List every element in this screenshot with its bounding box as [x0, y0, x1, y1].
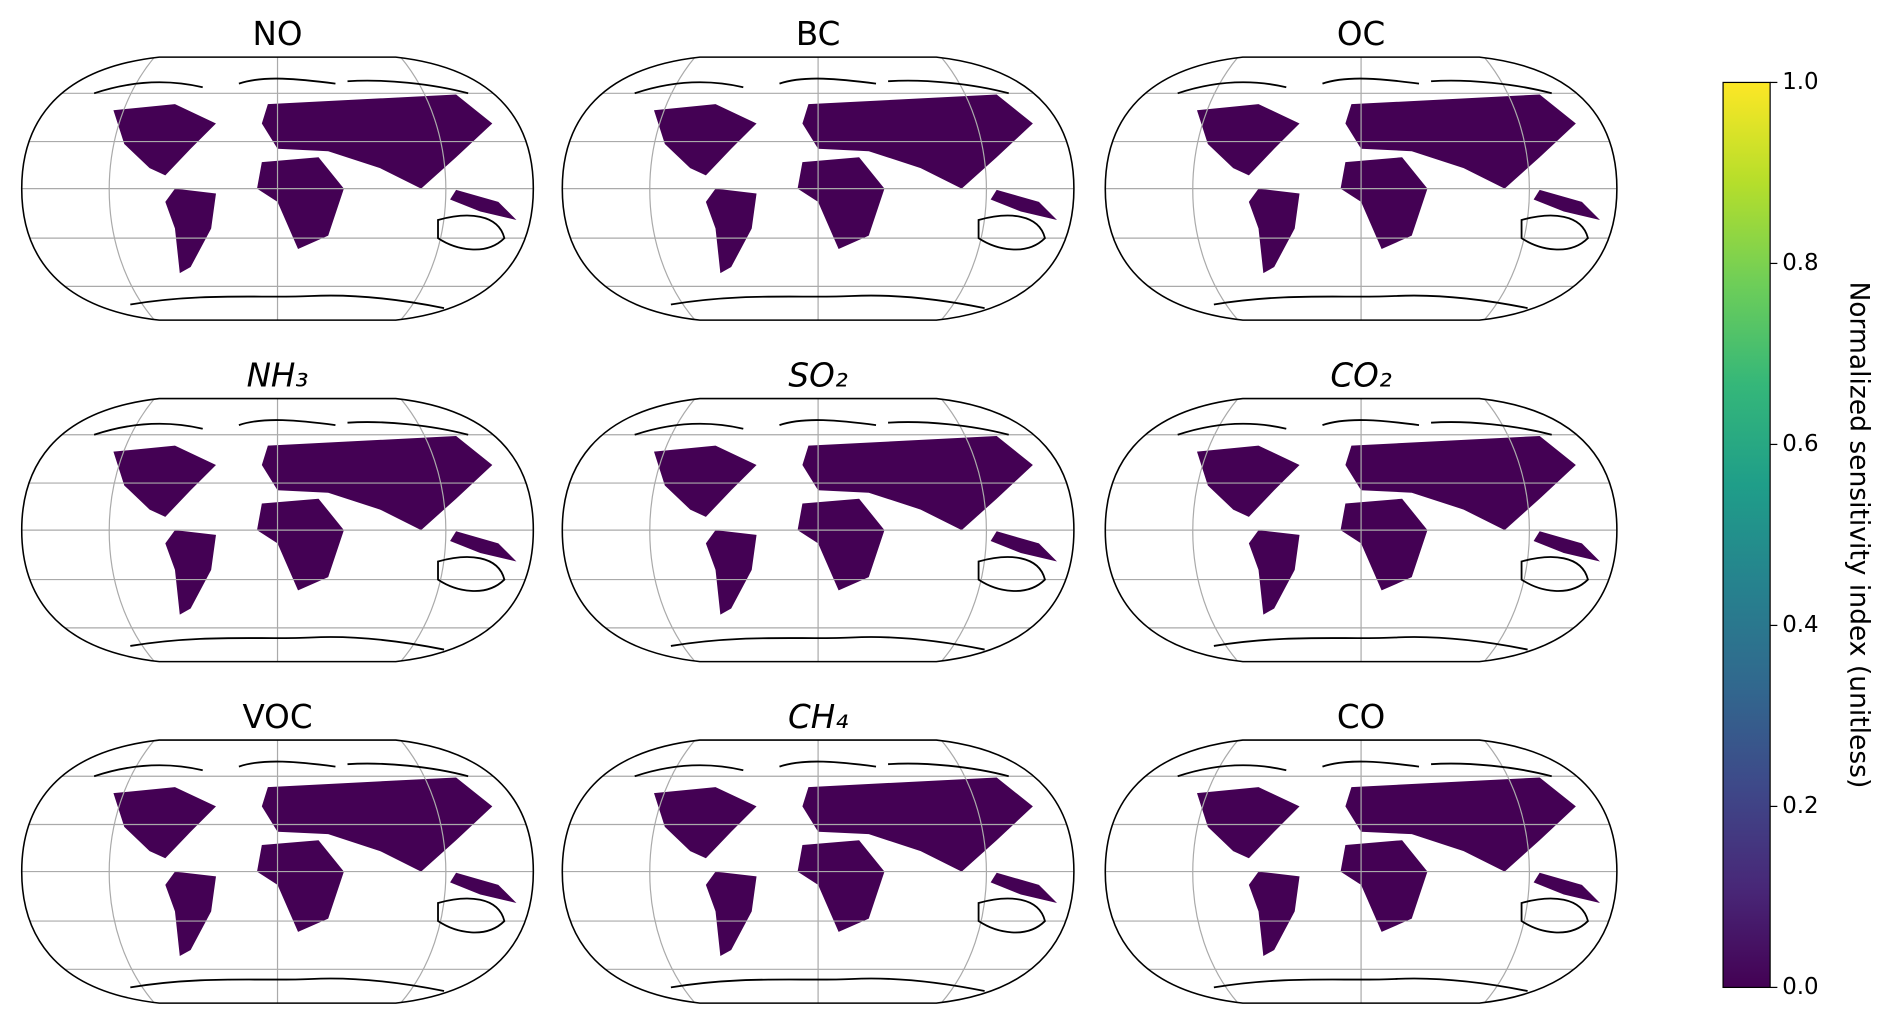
- panel-title: BC: [796, 15, 841, 53]
- panel-title: VOC: [242, 698, 312, 736]
- panel-title: CO: [1337, 698, 1385, 736]
- colorbar-tick-label: 0.4: [1782, 612, 1818, 638]
- colorbar-tick-label: 0.8: [1782, 250, 1818, 276]
- colorbar-tick-label: 0.2: [1782, 793, 1818, 819]
- colorbar-tick-label: 0.0: [1782, 974, 1818, 1000]
- panel-title: CO₂: [1330, 357, 1391, 395]
- map-panel: [22, 740, 534, 1003]
- panel-title: NO: [253, 15, 303, 53]
- colorbar-label: Normalized sensitivity index (unitless): [1844, 281, 1875, 788]
- colorbar: [1722, 81, 1771, 989]
- map-panel: [562, 740, 1074, 1003]
- map-panel: [1105, 57, 1617, 320]
- map-panel: [22, 57, 534, 320]
- map-panel: [1105, 740, 1617, 1003]
- colorbar-tick-label: 0.6: [1782, 431, 1818, 457]
- map-panel: [562, 57, 1074, 320]
- panel-title: NH₃: [247, 357, 309, 395]
- map-panel: [1105, 399, 1617, 662]
- map-panel: [22, 399, 534, 662]
- panel-title: OC: [1337, 15, 1385, 53]
- colorbar-tick-label: 1.0: [1782, 69, 1818, 95]
- panel-title: SO₂: [788, 357, 847, 395]
- map-panel: [562, 399, 1074, 662]
- panel-title: CH₄: [788, 698, 848, 736]
